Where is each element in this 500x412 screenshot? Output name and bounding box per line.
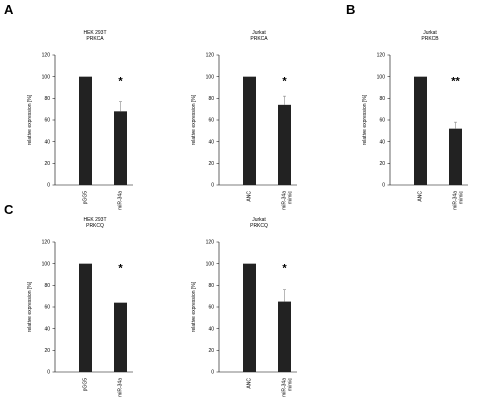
y-axis-label: relative expression [%] xyxy=(191,94,197,145)
chart-title-line: PRKCQ xyxy=(86,223,104,229)
chart-title-line: PRKCB xyxy=(421,36,439,42)
y-tick-label: 40 xyxy=(44,139,50,145)
category-label: miR-34a xyxy=(118,191,124,210)
bar xyxy=(449,128,462,185)
y-tick-label: 120 xyxy=(206,240,215,246)
panel-letter-a: A xyxy=(4,2,14,17)
chart-title-line: Jurkat xyxy=(423,30,437,36)
y-tick-label: 100 xyxy=(206,261,215,267)
category-label: miR-34a xyxy=(282,378,288,397)
y-tick-label: 40 xyxy=(208,326,214,332)
bar xyxy=(114,302,127,372)
significance-marker: * xyxy=(282,263,287,275)
category-label: pGG5 xyxy=(83,378,89,392)
category-label: miR-34a xyxy=(453,191,459,210)
y-tick-label: 60 xyxy=(208,118,214,124)
y-tick-label: 100 xyxy=(42,74,51,80)
y-axis-label: relative expression [%] xyxy=(27,94,33,145)
y-tick-label: 80 xyxy=(208,96,214,102)
y-tick-label: 20 xyxy=(44,161,50,167)
y-tick-label: 80 xyxy=(379,96,385,102)
bar xyxy=(278,104,291,185)
significance-marker: * xyxy=(118,263,123,275)
category-label: ANC xyxy=(418,191,424,202)
y-tick-label: 120 xyxy=(206,53,215,59)
y-tick-label: 60 xyxy=(379,118,385,124)
category-label: ANC xyxy=(247,378,253,389)
bar xyxy=(114,111,127,185)
panel-letter-b: B xyxy=(346,2,355,17)
chart-title-line: HEK 293T xyxy=(83,217,106,223)
bar xyxy=(243,76,256,185)
significance-marker: ** xyxy=(451,76,460,88)
y-tick-label: 0 xyxy=(382,183,385,189)
y-tick-label: 20 xyxy=(44,348,50,354)
y-tick-label: 20 xyxy=(379,161,385,167)
y-tick-label: 80 xyxy=(44,96,50,102)
y-tick-label: 100 xyxy=(42,261,51,267)
bar xyxy=(278,301,291,372)
y-tick-label: 60 xyxy=(44,305,50,311)
y-tick-label: 120 xyxy=(42,53,51,59)
y-tick-label: 40 xyxy=(208,139,214,145)
category-label: mimic xyxy=(288,191,294,205)
significance-marker: * xyxy=(282,76,287,88)
y-tick-label: 120 xyxy=(377,53,386,59)
category-label: mimic xyxy=(288,378,294,392)
chart-4: 0 20 40 60 80 100 120 relative expression [%] HE… xyxy=(27,217,133,397)
significance-marker: * xyxy=(118,76,123,88)
chart-title-line: Jurkat xyxy=(252,30,266,36)
category-label: ANC xyxy=(247,191,253,202)
charts-group: 0 20 40 60 80 100 120 relative expression [%] HE… xyxy=(27,30,468,397)
y-tick-label: 40 xyxy=(44,326,50,332)
y-tick-label: 60 xyxy=(208,305,214,311)
chart-title-line: PRKCA xyxy=(250,36,268,42)
chart-title-line: PRKCA xyxy=(86,36,104,42)
y-tick-label: 20 xyxy=(208,161,214,167)
y-tick-label: 120 xyxy=(42,240,51,246)
bar xyxy=(79,263,92,372)
bar xyxy=(79,76,92,185)
chart-title-line: Jurkat xyxy=(252,217,266,223)
y-tick-label: 0 xyxy=(211,183,214,189)
chart-1: 0 20 40 60 80 100 120 relative expression [%] HE… xyxy=(27,30,133,210)
y-tick-label: 100 xyxy=(206,74,215,80)
chart-title-line: PRKCQ xyxy=(250,223,268,229)
y-axis-label: relative expression [%] xyxy=(362,94,368,145)
chart-5: 0 20 40 60 80 100 120 relative expression [%] Ju… xyxy=(191,217,297,397)
y-tick-label: 60 xyxy=(44,118,50,124)
y-tick-label: 80 xyxy=(44,283,50,289)
y-tick-label: 80 xyxy=(208,283,214,289)
category-label: mimic xyxy=(459,191,465,205)
y-tick-label: 0 xyxy=(211,370,214,376)
panel-letter-c: C xyxy=(4,202,14,217)
chart-3: 0 20 40 60 80 100 120 relative expression [%] Ju… xyxy=(362,30,468,210)
y-tick-label: 0 xyxy=(47,183,50,189)
y-axis-label: relative expression [%] xyxy=(191,281,197,332)
y-tick-label: 100 xyxy=(377,74,386,80)
category-label: pGG5 xyxy=(83,191,89,205)
chart-2: 0 20 40 60 80 100 120 relative expression [%] Ju… xyxy=(191,30,297,210)
bar xyxy=(243,263,256,372)
y-tick-label: 0 xyxy=(47,370,50,376)
y-tick-label: 40 xyxy=(379,139,385,145)
bar xyxy=(414,76,427,185)
category-label: miR-34a xyxy=(118,378,124,397)
y-tick-label: 20 xyxy=(208,348,214,354)
y-axis-label: relative expression [%] xyxy=(27,281,33,332)
chart-title-line: HEK 293T xyxy=(83,30,106,36)
category-label: miR-34a xyxy=(282,191,288,210)
